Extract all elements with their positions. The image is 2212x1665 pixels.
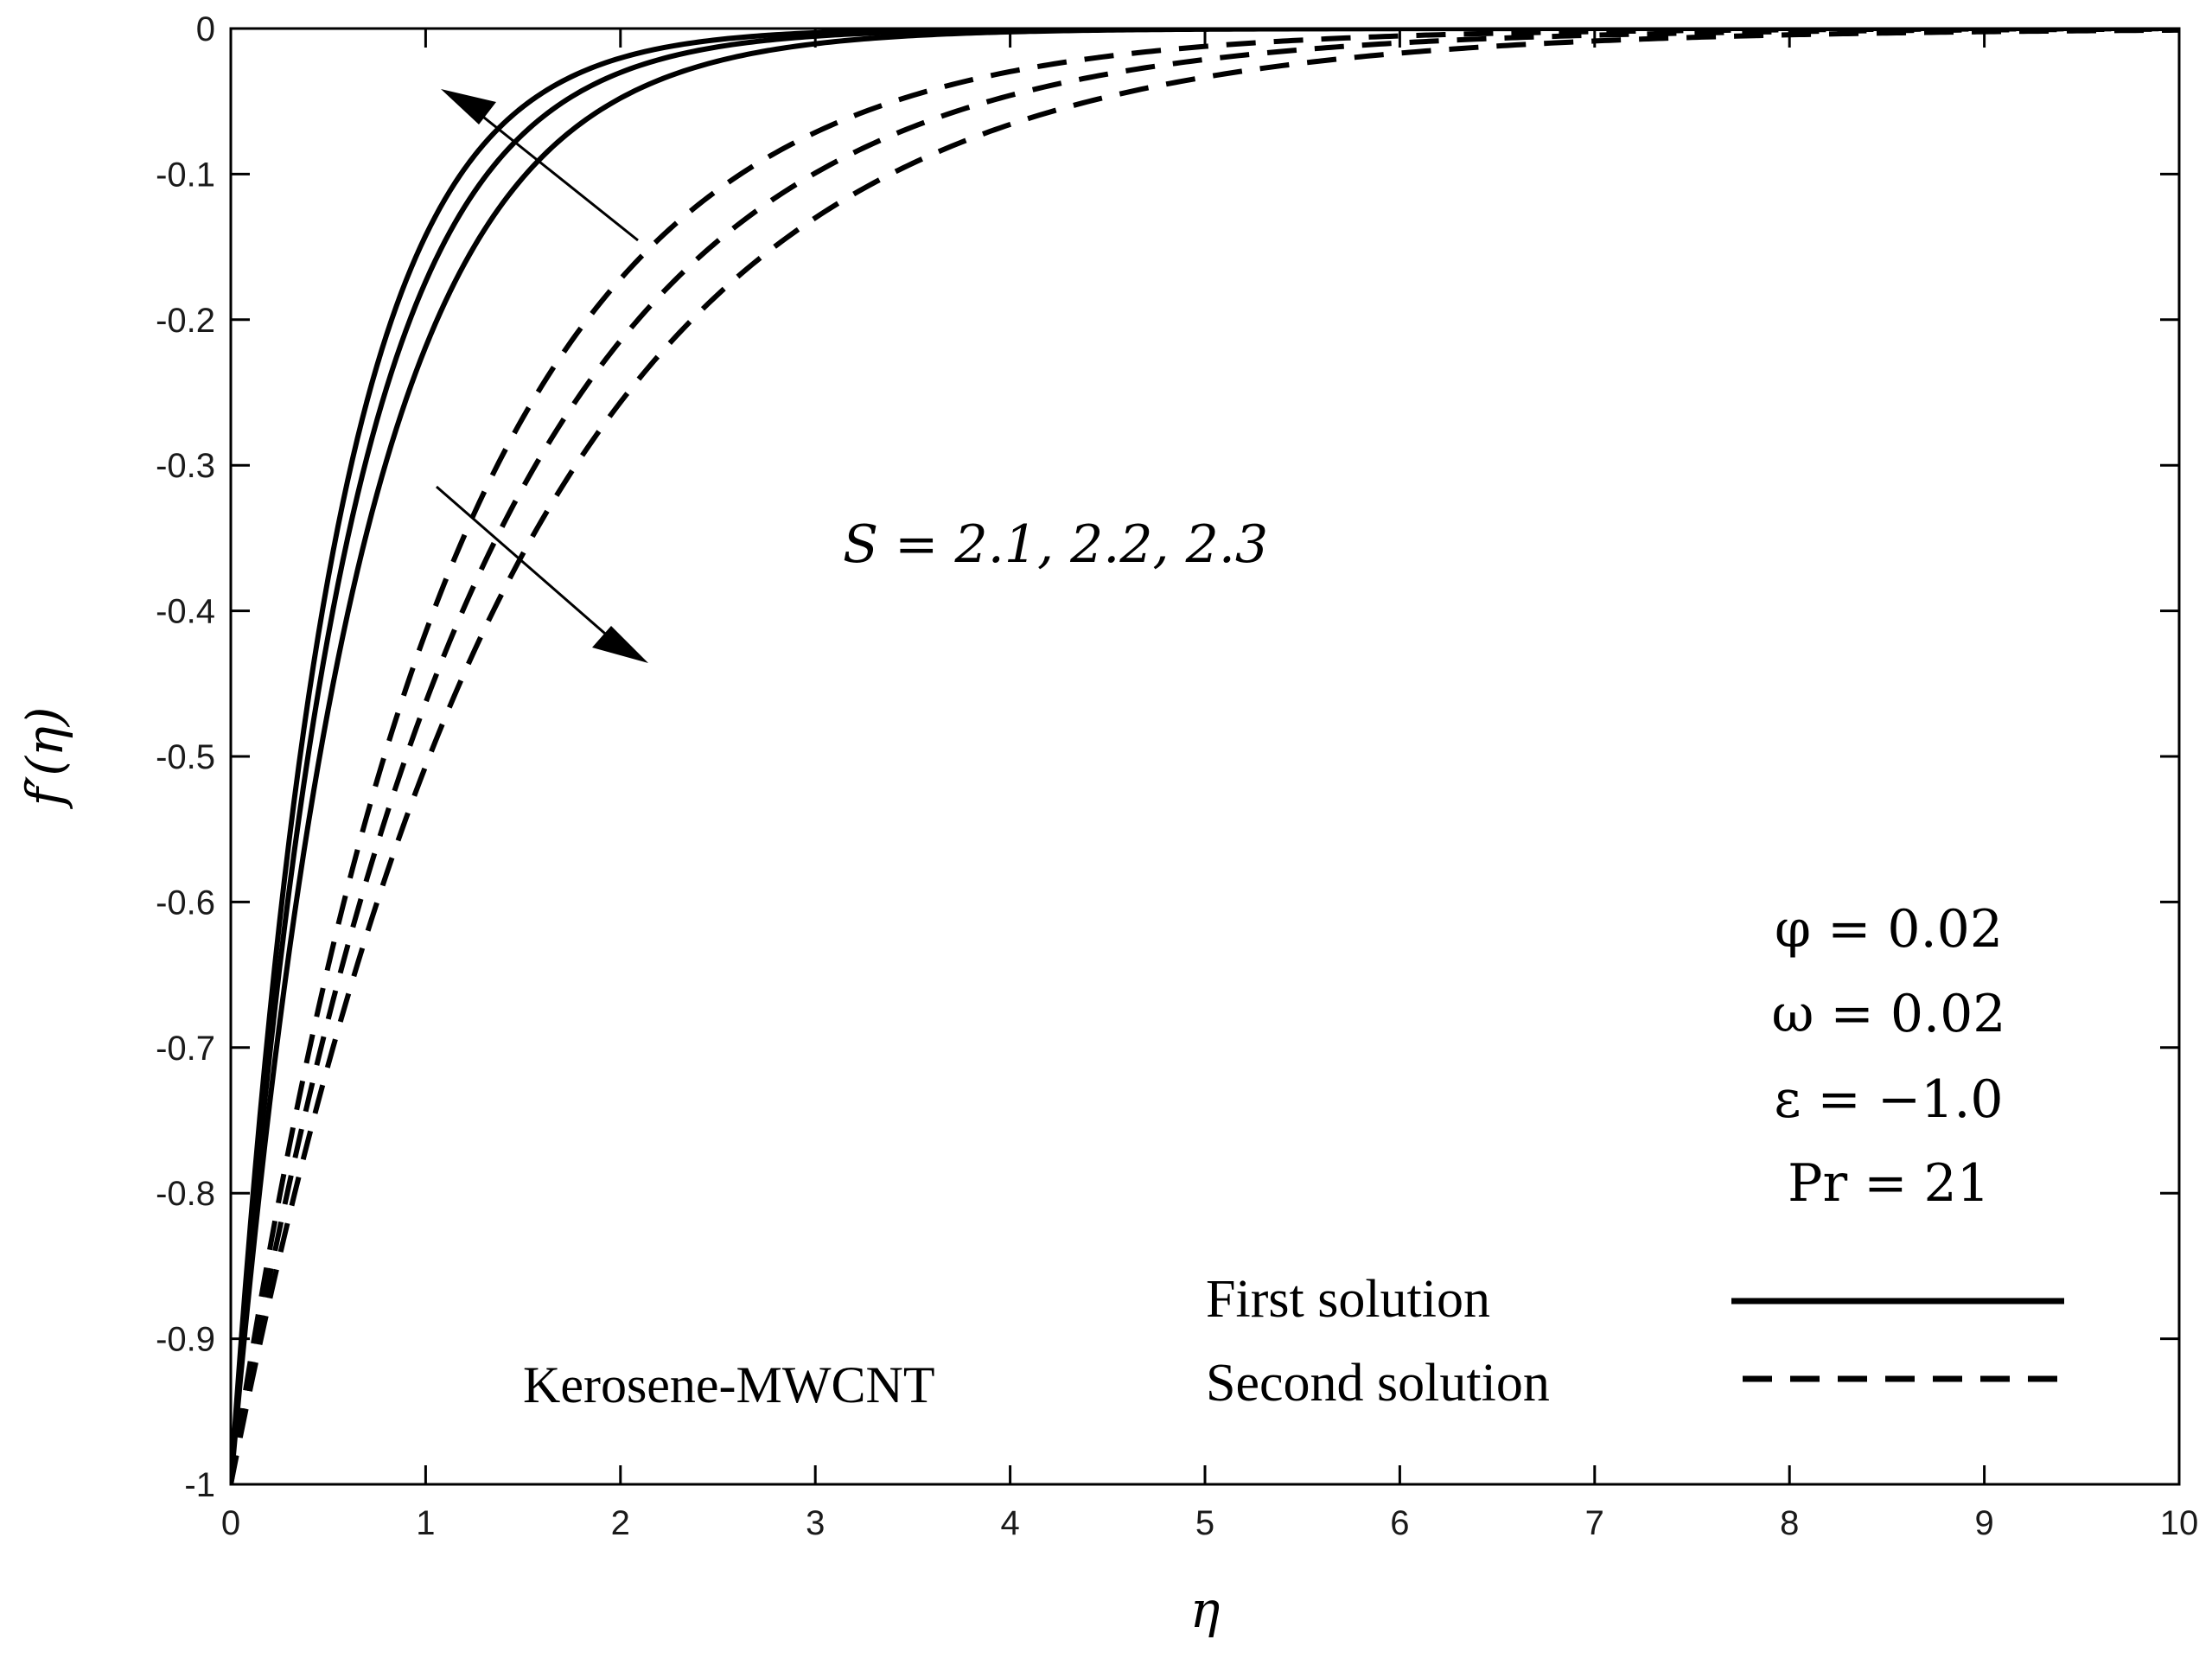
x-tick-label: 9 xyxy=(1974,1504,1993,1542)
y-tick-label: -0.3 xyxy=(156,447,215,485)
x-tick-label: 4 xyxy=(1000,1504,1019,1542)
y-tick-label: -0.5 xyxy=(156,738,215,776)
param-omega: ω = 0.02 xyxy=(1772,984,2006,1044)
y-tick-label: -0.2 xyxy=(156,302,215,340)
arrow-second-solution xyxy=(436,485,648,663)
x-tick-label: 0 xyxy=(221,1504,240,1542)
x-tick-label: 7 xyxy=(1585,1504,1604,1542)
x-tick-label: 6 xyxy=(1390,1504,1409,1542)
y-axis-title: f′(η) xyxy=(16,707,74,810)
y-tick-label: -1 xyxy=(184,1466,215,1504)
x-tick-label: 8 xyxy=(1780,1504,1799,1542)
y-tick-label: -0.7 xyxy=(156,1030,215,1068)
legend-label-second: Second solution xyxy=(1206,1354,1550,1413)
param-phi: φ = 0.02 xyxy=(1775,899,2003,960)
plot-area xyxy=(231,29,2179,1484)
y-tick-label: 0 xyxy=(196,10,215,48)
y-tick-label: -0.1 xyxy=(156,156,215,194)
arrow-first-solution xyxy=(441,89,639,242)
plot-frame xyxy=(229,27,2181,1486)
fluid-label: Kerosene-MWCNT xyxy=(523,1356,935,1413)
second-solution-curve-2 xyxy=(231,29,2179,1484)
s-parameter-label: S = 2.1, 2.2, 2.3 xyxy=(843,514,1268,575)
y-tick-label: -0.4 xyxy=(156,593,215,631)
y-ticks: 0 -0.1 -0.2 -0.3 -0.4 -0.5 -0.6 -0.7 -0.8 -0.9 -1 xyxy=(156,10,2179,1504)
y-tick-label: -0.6 xyxy=(156,884,215,922)
legend-label-first: First solution xyxy=(1206,1270,1490,1329)
x-tick-label: 3 xyxy=(806,1504,825,1542)
y-tick-label: -0.9 xyxy=(156,1321,215,1359)
y-tick-label: -0.8 xyxy=(156,1175,215,1213)
x-tick-label: 1 xyxy=(416,1504,435,1542)
legend: First solution Second solution xyxy=(1206,1270,2064,1413)
second-solution-curve-3 xyxy=(231,29,2179,1484)
x-tick-label: 10 xyxy=(2160,1504,2199,1542)
x-tick-label: 5 xyxy=(1195,1504,1214,1542)
param-epsilon: ε = −1.0 xyxy=(1774,1069,2003,1130)
param-prandtl: Pr = 21 xyxy=(1788,1153,1990,1214)
x-axis-title: η xyxy=(1190,1580,1221,1639)
x-tick-label: 2 xyxy=(611,1504,630,1542)
